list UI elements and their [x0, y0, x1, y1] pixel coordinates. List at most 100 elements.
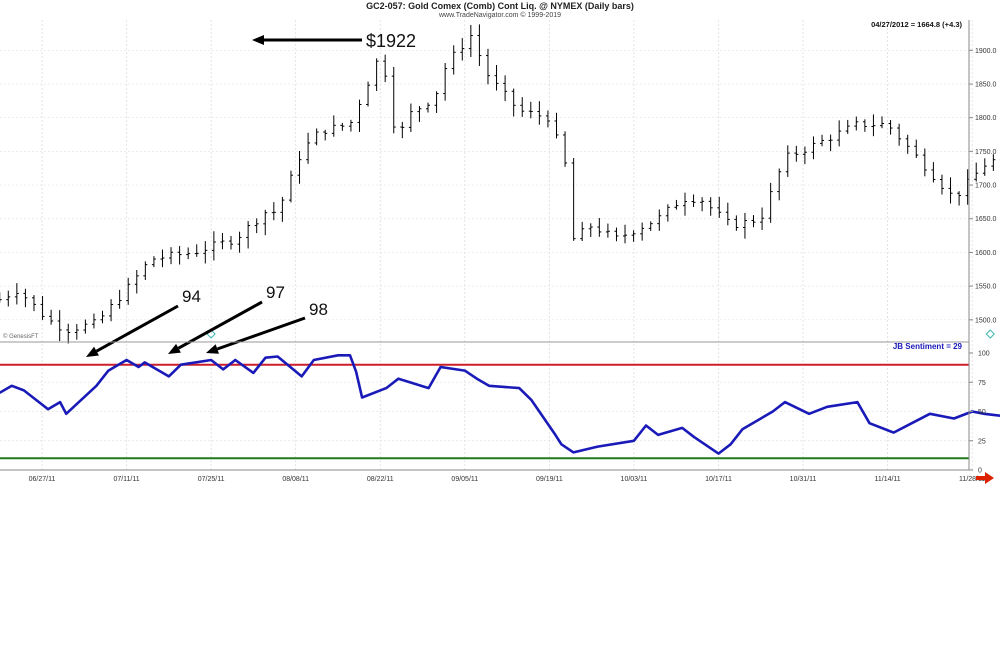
price-y-tick-label: 1850.0	[975, 82, 997, 89]
x-tick-label: 07/11/11	[113, 476, 139, 483]
price-bar	[828, 134, 833, 152]
price-bar	[982, 158, 987, 176]
price-bar	[31, 295, 36, 312]
price-bar	[563, 131, 568, 167]
price-bar	[194, 244, 199, 257]
price-bar	[117, 289, 122, 309]
price-bar	[571, 157, 576, 241]
sentiment-y-tick-label: 0	[978, 468, 982, 475]
price-bar	[820, 134, 825, 147]
annotation-94: 94	[182, 287, 201, 306]
sentiment-series-line	[0, 353, 1000, 455]
price-bar	[391, 66, 396, 134]
price-bar	[588, 223, 593, 238]
price-bar	[74, 324, 79, 340]
sentiment-line-layer	[0, 353, 1000, 455]
price-bar	[991, 154, 996, 171]
axes-layer: 06/27/11 07/11/11 07/25/11 08/08/11 08/22/11…	[29, 48, 997, 483]
price-bar	[254, 218, 259, 234]
price-bar	[451, 45, 456, 75]
price-bar	[6, 290, 11, 307]
price-bar	[23, 288, 28, 308]
price-bar	[169, 247, 174, 265]
sentiment-y-tick-label: 75	[978, 380, 986, 387]
price-bar	[862, 119, 867, 132]
price-bar	[143, 261, 148, 280]
watermark: © GenesisFT	[3, 333, 39, 340]
last-quote: 04/27/2012 = 1664.8 (+4.3)	[871, 20, 962, 29]
price-bar	[109, 299, 114, 322]
price-bar	[237, 231, 242, 253]
price-bar	[211, 231, 216, 261]
price-bar	[631, 230, 636, 242]
price-bar	[640, 222, 645, 241]
price-bar	[494, 65, 499, 91]
price-bar	[126, 277, 131, 305]
price-bar	[134, 270, 139, 294]
price-y-tick-label: 1800.0	[975, 115, 997, 122]
price-bar	[177, 246, 182, 265]
price-bar	[220, 232, 225, 250]
price-bar	[306, 132, 311, 164]
price-bar	[331, 115, 336, 137]
price-bar	[323, 129, 328, 141]
price-bar	[811, 136, 816, 160]
price-y-tick-label: 1750.0	[975, 149, 997, 156]
price-y-tick-label: 1700.0	[975, 183, 997, 190]
price-bar	[974, 162, 979, 182]
price-bar	[674, 199, 679, 210]
x-tick-label: 06/27/11	[29, 476, 56, 483]
price-bar	[400, 121, 405, 139]
price-bar	[280, 196, 285, 222]
price-bar	[186, 247, 191, 260]
price-bar	[443, 62, 448, 101]
price-bar	[426, 102, 431, 113]
price-bar	[57, 310, 62, 342]
arrow-price-peak	[252, 35, 362, 45]
price-y-tick-label: 1550.0	[975, 284, 997, 291]
x-tick-label: 10/03/11	[621, 476, 648, 483]
price-bar	[271, 202, 276, 221]
arrow-98	[206, 316, 306, 354]
price-bar	[837, 120, 842, 147]
price-bar	[914, 139, 919, 158]
annotation-98: 98	[309, 300, 328, 319]
price-bar	[408, 103, 413, 132]
price-bar	[528, 101, 533, 119]
price-bar	[314, 128, 319, 146]
annotation-97: 97	[266, 283, 285, 302]
price-bar	[468, 24, 473, 58]
price-bar	[845, 119, 850, 134]
price-bar	[614, 227, 619, 242]
price-bar	[477, 24, 482, 66]
price-bar	[691, 194, 696, 207]
price-bar	[948, 177, 953, 204]
price-bar	[580, 221, 585, 241]
price-bar	[297, 150, 302, 184]
x-tick-label: 09/05/11	[451, 476, 478, 483]
copyright: www.TradeNavigator.com © 1999-2019	[438, 12, 561, 19]
price-y-tick-label: 1600.0	[975, 250, 997, 257]
x-tick-label: 09/19/11	[536, 476, 563, 483]
sentiment-bands	[0, 363, 969, 460]
price-bar	[288, 170, 293, 203]
annotation-peak-price: $1922	[366, 31, 416, 51]
price-bar	[246, 221, 251, 249]
x-tick-label: 10/17/11	[705, 476, 732, 483]
price-bar	[100, 310, 105, 324]
signal-diamond-marker	[985, 329, 995, 339]
price-bar	[957, 191, 962, 206]
price-bar	[751, 215, 756, 228]
price-bar	[66, 323, 71, 344]
price-bar	[648, 221, 653, 231]
price-bar	[340, 122, 345, 131]
price-bar	[554, 112, 559, 139]
scroll-right-arrow-icon[interactable]	[976, 472, 994, 484]
price-bar	[417, 106, 422, 122]
price-bar	[888, 119, 893, 135]
price-bar	[83, 319, 88, 334]
price-y-tick-label: 1500.0	[975, 317, 997, 324]
price-bar	[263, 209, 268, 236]
price-bar	[348, 119, 353, 132]
